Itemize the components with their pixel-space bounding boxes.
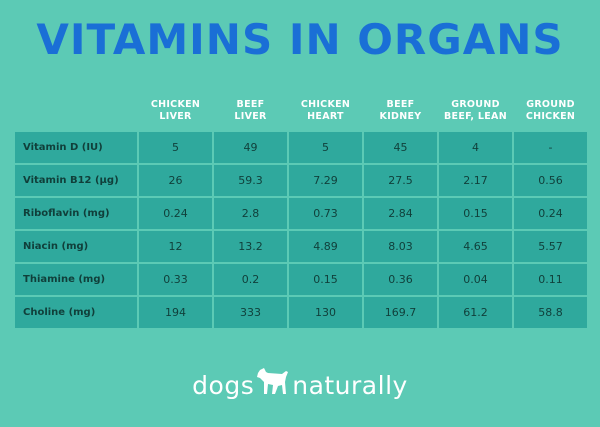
logo-text-right: naturally — [292, 370, 408, 400]
row-label-riboflavin: Riboflavin (mg) — [15, 198, 137, 229]
table-cell: 8.03 — [364, 231, 437, 262]
table-cell: 13.2 — [214, 231, 287, 262]
row-label-vitamin-d: Vitamin D (IU) — [15, 132, 137, 163]
table-cell: 4 — [439, 132, 512, 163]
table-cell: 58.8 — [514, 297, 587, 328]
column-header-chicken-heart: CHICKEN HEART — [300, 99, 351, 122]
table-cell: 0.04 — [439, 264, 512, 295]
table-cell: 194 — [139, 297, 212, 328]
table-cell: 2.17 — [439, 165, 512, 196]
table-cell: 0.73 — [289, 198, 362, 229]
row-label-choline: Choline (mg) — [15, 297, 137, 328]
table-cell: 12 — [139, 231, 212, 262]
column-header-beef-kidney: BEEF KIDNEY — [379, 99, 422, 122]
table-cell: 0.24 — [514, 198, 587, 229]
column-header-ground-beef-lean: GROUND BEEF, LEAN — [444, 99, 507, 122]
page-title: VITAMINS IN ORGANS — [36, 15, 564, 64]
table-cell: 169.7 — [364, 297, 437, 328]
table-cell: 0.24 — [139, 198, 212, 229]
table-cell: 0.56 — [514, 165, 587, 196]
table-cell: 0.15 — [439, 198, 512, 229]
table-cell: 4.89 — [289, 231, 362, 262]
dog-silhouette-icon — [256, 368, 290, 402]
column-header-ground-chicken: GROUND CHICKEN — [525, 99, 576, 122]
table-cell: 49 — [214, 132, 287, 163]
vitamin-table: CHICKEN LIVER BEEF LIVER CHICKEN HEART BEEF… — [15, 92, 587, 330]
table-cell: 0.36 — [364, 264, 437, 295]
row-label-niacin: Niacin (mg) — [15, 231, 137, 262]
column-header-chicken-liver: CHICKEN LIVER — [150, 99, 201, 122]
table-cell: 5 — [289, 132, 362, 163]
table-cell: 5.57 — [514, 231, 587, 262]
table-cell: 26 — [139, 165, 212, 196]
row-label-vitamin-b12: Vitamin B12 (µg) — [15, 165, 137, 196]
table-cell: 2.84 — [364, 198, 437, 229]
table-cell: 0.33 — [139, 264, 212, 295]
table-cell: 0.2 — [214, 264, 287, 295]
column-header-beef-liver: BEEF LIVER — [234, 99, 267, 122]
table-cell: 59.3 — [214, 165, 287, 196]
table-cell: - — [514, 132, 587, 163]
table-cell: 27.5 — [364, 165, 437, 196]
table-cell: 130 — [289, 297, 362, 328]
table-cell: 61.2 — [439, 297, 512, 328]
table-cell: 5 — [139, 132, 212, 163]
table-cell: 333 — [214, 297, 287, 328]
table-corner — [15, 92, 137, 130]
table-cell: 45 — [364, 132, 437, 163]
table-cell: 4.65 — [439, 231, 512, 262]
table-cell: 0.15 — [289, 264, 362, 295]
brand-logo: dogs naturally — [0, 368, 600, 402]
table-cell: 2.8 — [214, 198, 287, 229]
logo-text-left: dogs — [192, 370, 255, 400]
row-label-thiamine: Thiamine (mg) — [15, 264, 137, 295]
table-cell: 7.29 — [289, 165, 362, 196]
table-cell: 0.11 — [514, 264, 587, 295]
